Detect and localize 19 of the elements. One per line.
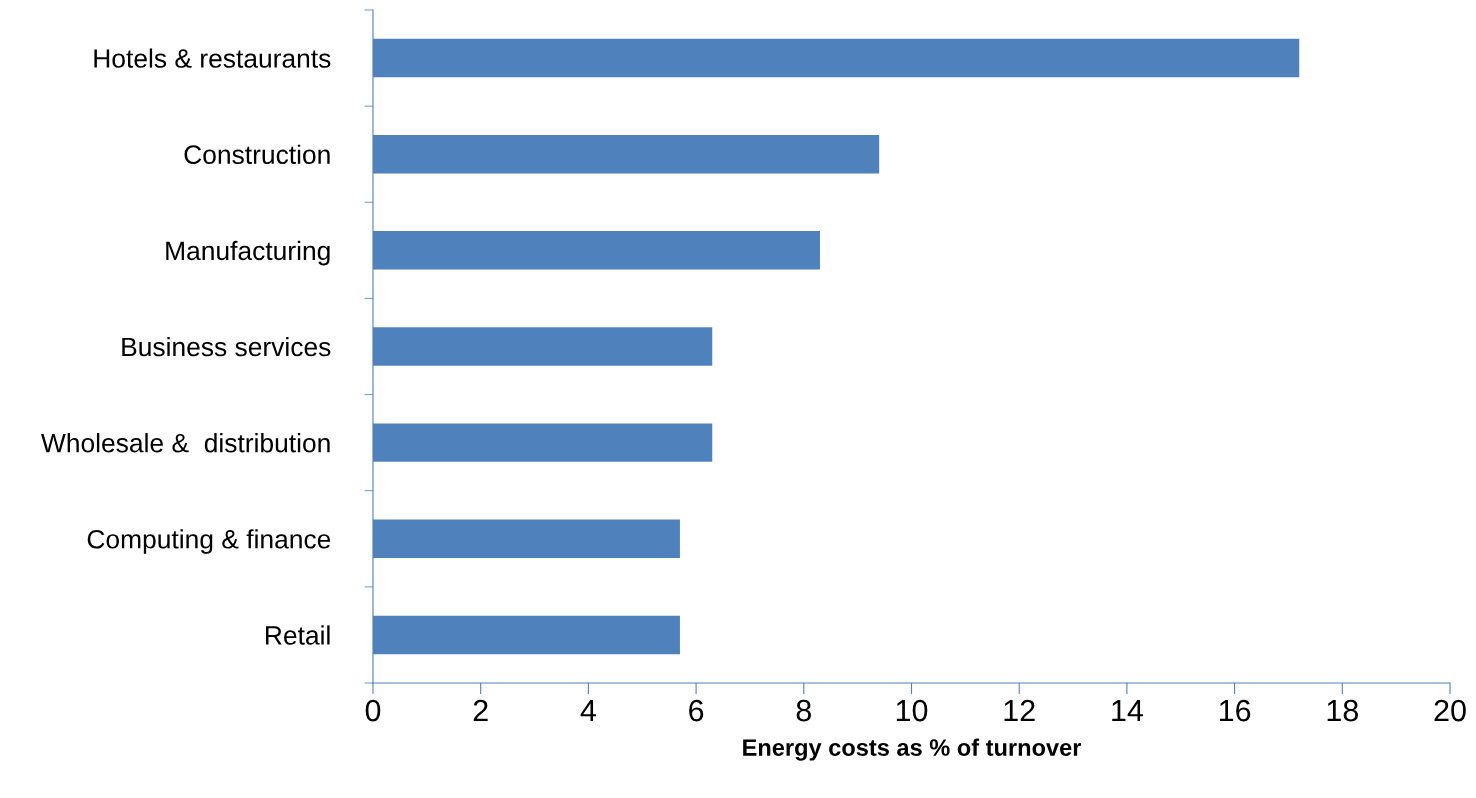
- y-tick-label: Retail: [266, 625, 330, 645]
- x-tick-label: 8: [796, 699, 811, 722]
- y-tick-label: Business services: [122, 336, 331, 357]
- y-tick-label: Manufacturing: [166, 240, 330, 266]
- x-tick-label: 14: [1112, 700, 1144, 722]
- x-tick-label: 16: [1219, 699, 1251, 722]
- x-tick-label: 12: [1004, 699, 1035, 722]
- x-tick-label: 0: [365, 699, 381, 722]
- x-tick-label: 20: [1434, 699, 1466, 722]
- x-tick-label: 6: [689, 699, 704, 722]
- x-tick-label: 18: [1327, 699, 1358, 722]
- y-tick-label: Construction: [184, 144, 330, 165]
- x-tick-label: 2: [473, 699, 488, 722]
- y-tick-label: Computing & finance: [87, 529, 331, 554]
- x-tick-label: 10: [896, 699, 928, 722]
- y-tick-label: Hotels & restaurants: [94, 48, 331, 68]
- x-tick-label: 4: [580, 700, 596, 722]
- y-tick-label: Wholesale & distribution: [41, 433, 330, 453]
- x-axis-title: Energy costs as % of turnover: [743, 738, 1082, 761]
